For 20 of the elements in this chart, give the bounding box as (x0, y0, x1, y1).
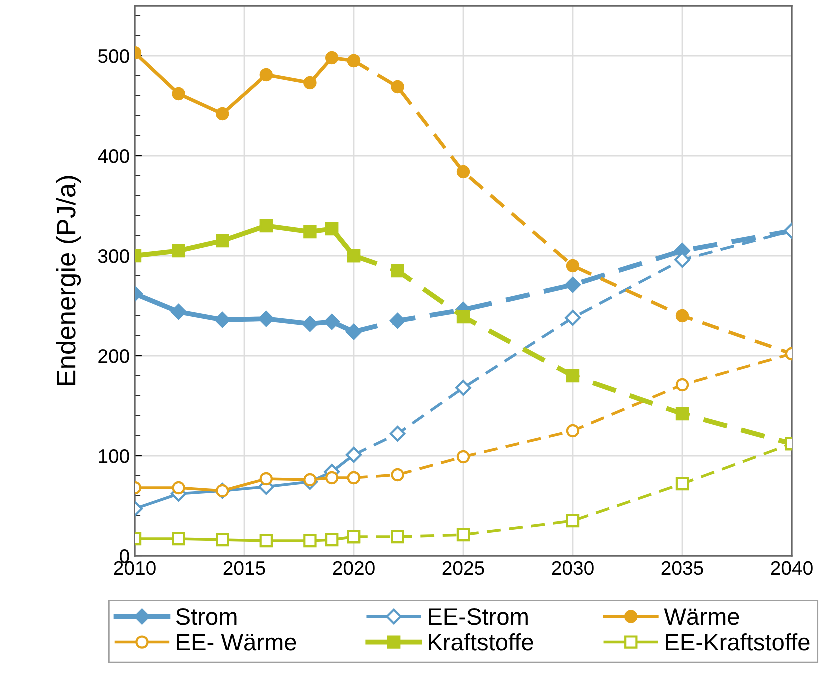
x-tick-label: 2015 (224, 561, 266, 576)
x-tick-label: 2030 (552, 561, 594, 576)
legend-label: Strom (176, 608, 237, 626)
y-tick-label: 400 (98, 149, 130, 164)
y-axis-title: Endenergie (PJ/a) (56, 176, 82, 386)
y-tick-label: 0 (120, 549, 130, 564)
y-tick-label: 200 (98, 349, 130, 364)
legend-label: EE-Kraftstoffe (666, 633, 810, 651)
y-tick-label: 100 (99, 449, 130, 464)
legend-label: Wärme (664, 608, 740, 626)
legend-label: Kraftstoffe (429, 633, 534, 651)
y-tick-label: 300 (98, 249, 130, 264)
y-tick-label: 500 (98, 49, 130, 64)
x-tick-label: 2035 (662, 561, 704, 576)
x-tick-label: 2010 (114, 561, 156, 576)
legend-label: EE-Strom (429, 608, 528, 626)
legend-label: EE- Wärme (177, 634, 296, 651)
x-tick-label: 2040 (771, 561, 813, 576)
x-tick-label: 2020 (333, 561, 375, 576)
x-tick-label: 2025 (442, 561, 484, 576)
